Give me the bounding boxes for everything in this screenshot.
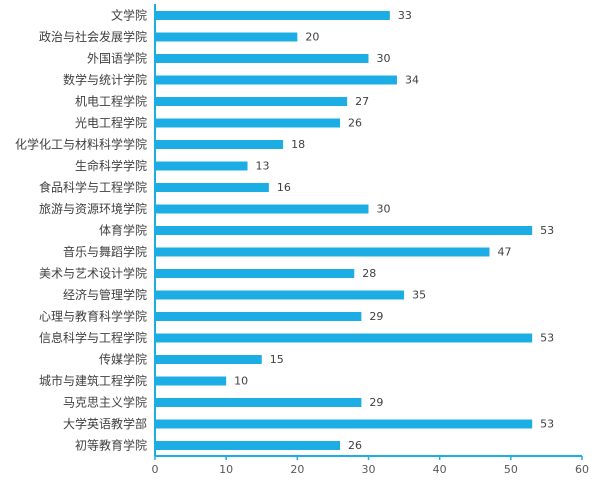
category-label: 音乐与舞蹈学院 [63,244,147,259]
data-label: 16 [277,181,291,194]
data-label: 29 [369,396,383,409]
bar [155,97,348,106]
data-label: 26 [348,117,362,130]
data-label: 30 [377,203,391,216]
bar [155,312,362,321]
category-label: 美术与艺术设计学院 [39,266,147,281]
category-label: 心理与教育科学学院 [39,309,147,324]
x-tick-label: 60 [575,463,589,476]
category-label: 体育学院 [99,223,147,238]
bar [155,355,262,364]
bar [155,269,355,278]
data-label: 13 [256,160,270,173]
bar [155,247,490,257]
category-label: 经济与管理学院 [63,287,147,302]
data-label: 47 [497,246,511,259]
category-label: 化学化工与材料科学学院 [15,137,147,152]
category-label: 生命科学学院 [75,158,147,173]
bar [155,75,397,85]
category-label: 光电工程学院 [75,115,147,130]
data-label: 18 [291,138,305,151]
category-label: 旅游与资源环境学院 [39,201,147,216]
x-tick-label: 20 [290,463,304,476]
data-label: 53 [540,224,554,237]
bar [155,183,269,192]
x-axis-ticks: 0 10 20 30 40 50 60 [152,456,589,476]
category-label: 外国语学院 [87,51,147,66]
bar [155,226,533,235]
bar [155,290,405,300]
bar [155,11,390,20]
data-label: 34 [405,74,419,87]
category-label: 政治与社会发展学院 [39,29,147,44]
bar [155,398,362,407]
data-label: 30 [377,52,391,65]
bar [155,54,369,63]
data-label: 29 [369,310,383,323]
x-tick-label: 10 [219,463,233,476]
category-label: 文学院 [111,8,147,23]
bar [155,161,248,171]
data-label: 15 [270,353,284,366]
data-label: 28 [362,267,376,280]
x-tick-label: 40 [433,463,447,476]
data-label: 20 [305,31,319,44]
category-label: 信息科学与工程学院 [39,330,147,345]
category-label: 机电工程学院 [75,94,147,109]
bar [155,376,227,386]
data-label: 27 [355,95,369,108]
bar [155,419,533,429]
data-labels: 33 20 30 34 27 26 18 13 16 30 53 47 28 35 29 53 15 10 29 53… [234,9,554,452]
x-tick-label: 0 [152,463,159,476]
category-label: 数学与统计学院 [63,72,147,87]
data-label: 33 [398,9,412,22]
bars-layer [155,11,533,450]
data-label: 10 [234,375,248,388]
data-label: 53 [540,332,554,345]
bar [155,204,369,214]
bar [155,140,284,149]
category-labels: 文学院政治与社会发展学院外国语学院数学与统计学院机电工程学院光电工程学院化学化工… [15,8,147,453]
x-tick-label: 30 [362,463,376,476]
data-label: 53 [540,418,554,431]
category-label: 初等教育学院 [75,438,147,453]
category-label: 食品科学与工程学院 [39,180,147,195]
data-label: 35 [412,289,426,302]
category-label: 传媒学院 [99,352,147,367]
category-label: 大学英语教学部 [63,416,147,431]
bar [155,441,341,450]
category-label: 城市与建筑工程学院 [39,373,147,388]
category-label: 马克思主义学院 [63,395,147,410]
bar [155,32,298,42]
x-tick-label: 50 [504,463,518,476]
data-label: 26 [348,439,362,452]
bar [155,333,533,343]
bar [155,118,341,128]
